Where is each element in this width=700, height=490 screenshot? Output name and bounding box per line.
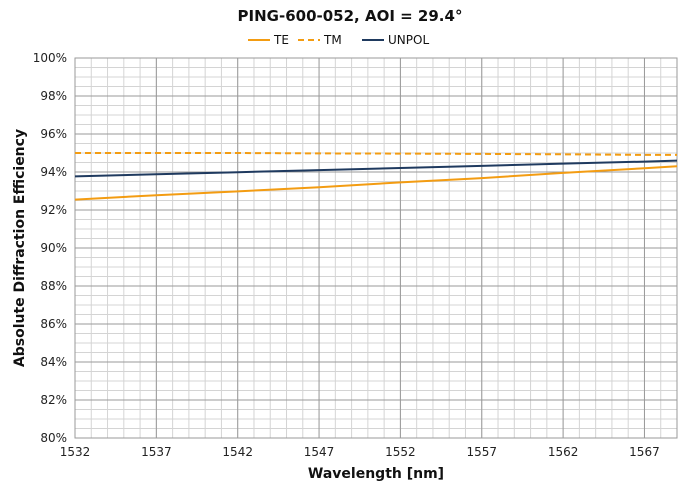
y-tick-label: 84% [40,355,67,369]
y-tick-label: 82% [40,393,67,407]
x-axis-label: Wavelength [nm] [308,466,444,482]
y-tick-label: 94% [40,165,67,179]
y-tick-label: 90% [40,241,67,255]
y-axis-ticks: 80% 82% 84% 86% 88% 90% 92% 94% 96% 98% 100% [33,51,67,445]
x-tick-label: 1532 [60,445,91,459]
x-tick-label: 1567 [629,445,660,459]
series-line-tm [75,152,677,156]
x-tick-label: 1557 [466,445,497,459]
y-tick-label: 100% [33,51,67,65]
x-tick-label: 1547 [304,445,335,459]
y-tick-label: 86% [40,317,67,331]
y-tick-label: 88% [40,279,67,293]
chart-title: PING-600-052, AOI = 29.4° [238,7,463,25]
y-tick-label: 96% [40,127,67,141]
x-tick-label: 1542 [222,445,253,459]
legend-label-tm: TM [323,33,342,47]
x-axis-ticks: 1532 1537 1542 1547 1552 1557 1562 1567 [60,445,660,459]
x-tick-label: 1562 [548,445,579,459]
legend-label-unpol: UNPOL [388,33,429,47]
y-tick-label: 98% [40,89,67,103]
y-tick-label: 80% [40,431,67,445]
plot-frame [74,57,678,439]
y-axis-label: Absolute Diffraction Efficiency [12,129,28,367]
legend-label-te: TE [273,33,289,47]
chart-legend: TE TM UNPOL [248,33,429,47]
series-line-te [74,165,678,201]
series-line-unpol [74,159,678,178]
x-tick-label: 1537 [141,445,172,459]
x-tick-label: 1552 [385,445,416,459]
series-lines [74,152,678,201]
y-tick-label: 92% [40,203,67,217]
